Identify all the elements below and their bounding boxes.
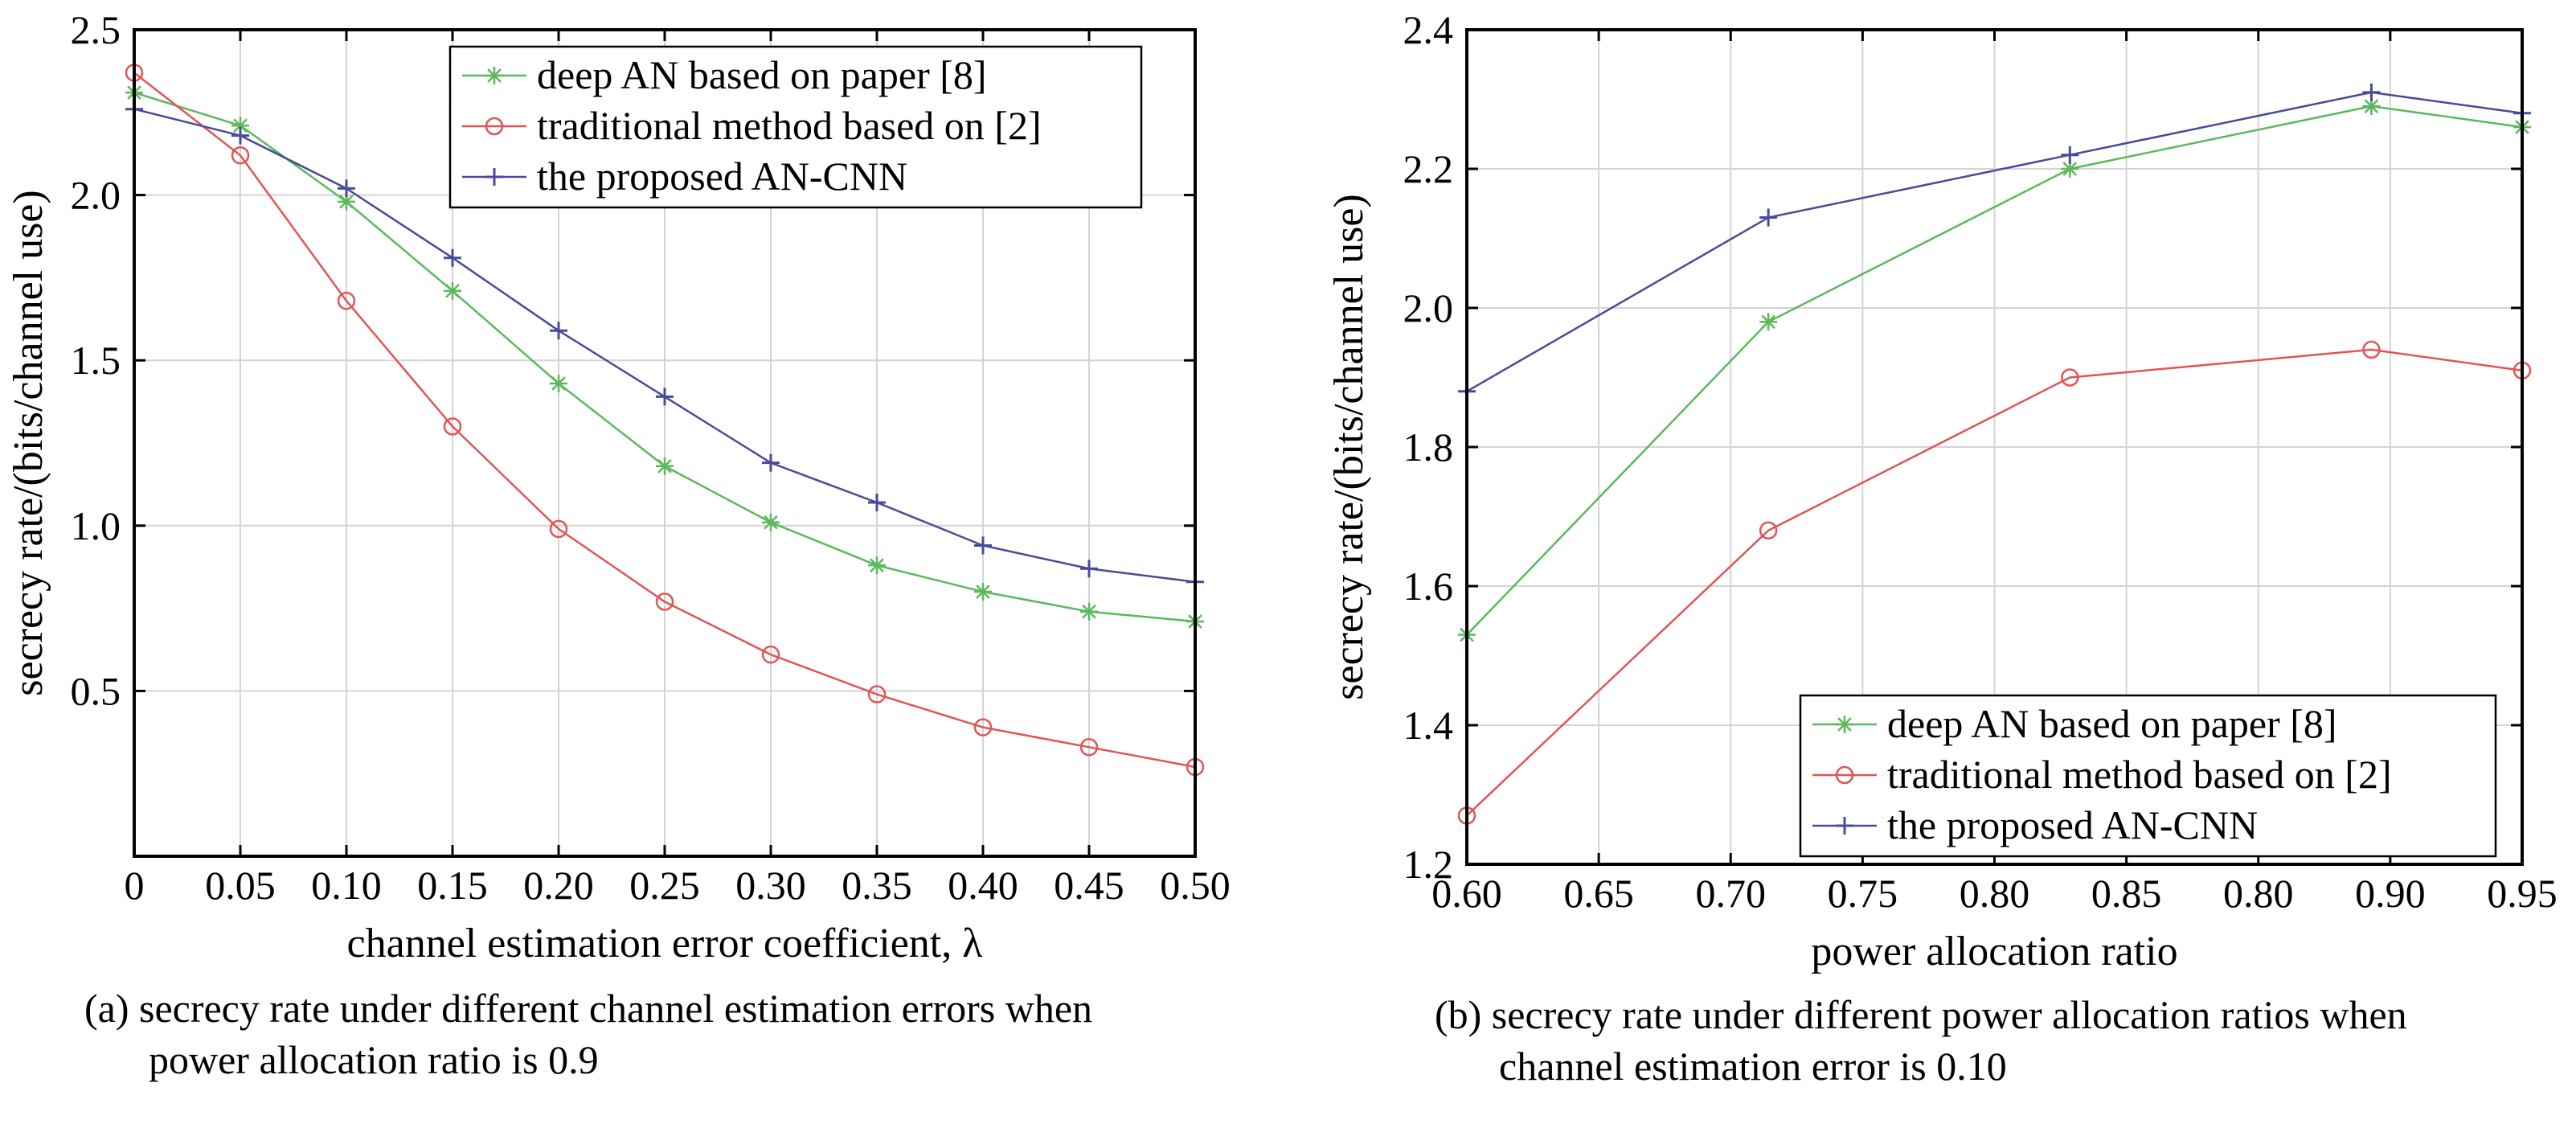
x-tick-label: 0.85: [2091, 871, 2162, 916]
legend-box: [448, 45, 1143, 209]
x-tick-label: 0.35: [842, 863, 912, 908]
legend-marker: [1836, 716, 1853, 733]
series-line-2: [133, 72, 1196, 769]
y-tick-label: 1.4: [1403, 703, 1454, 748]
data-point: [231, 126, 249, 145]
data-point: [868, 556, 886, 575]
data-point: [867, 685, 887, 703]
caption-b-line1: (b) secrecy rate under different power a…: [1435, 992, 2407, 1037]
data-point: [231, 117, 249, 135]
data-point: [444, 248, 461, 267]
x-tick-label: 0.10: [311, 863, 382, 908]
y-tick-label: 1.5: [71, 338, 121, 383]
y-tick-label: 0.5: [71, 668, 121, 713]
data-point: [1759, 313, 1778, 331]
x-tick-label: 0: [125, 863, 145, 908]
x-tick-label: 0.20: [523, 863, 594, 908]
data-point: [655, 593, 674, 611]
x-tick-label: 0.15: [417, 863, 488, 908]
y-tick-label: 1.0: [71, 503, 121, 548]
data-point: [974, 583, 992, 601]
data-point: [2061, 146, 2079, 164]
data-point: [549, 519, 568, 539]
data-point: [761, 645, 780, 664]
data-point: [1080, 560, 1098, 578]
data-point: [973, 718, 993, 736]
data-point: [1759, 521, 1778, 540]
legend-entry: the proposed AN-CNN: [1887, 802, 2258, 847]
data-point: [762, 513, 780, 531]
data-point: [868, 494, 886, 512]
x-tick-label: 0.80: [2223, 871, 2294, 916]
y-tick-label: 1.2: [1403, 842, 1454, 887]
y-tick-label: 1.6: [1403, 564, 1454, 609]
data-point: [550, 322, 567, 340]
data-point: [338, 192, 355, 211]
caption-a: (a) secrecy rate under different channel…: [84, 982, 1092, 1085]
data-point: [656, 457, 674, 475]
data-point: [231, 146, 250, 165]
data-point: [656, 388, 674, 406]
data-point: [762, 453, 780, 472]
series-line-2: [1466, 348, 2523, 817]
x-axis-label: power allocation ratio: [1811, 929, 2177, 974]
data-point: [2061, 368, 2079, 387]
x-tick-label: 0.45: [1054, 863, 1124, 908]
data-point: [443, 417, 462, 436]
legend-marker: [485, 67, 503, 84]
legend-marker: [1836, 817, 1853, 835]
chart-a: 0 0.05 0.10 0.15 0.20 0.25 0.30 0.35 0.40 0.45 0.5…: [6, 7, 1231, 966]
x-tick-label: 0.70: [1696, 871, 1767, 916]
legend-marker: [485, 168, 503, 186]
x-tick-label: 0.60: [1431, 871, 1502, 916]
y-tick-label: 2.4: [1403, 7, 1454, 52]
chart-b: 0.60 0.65 0.70 0.75 0.80 0.85 0.80 0.90 0.95 1.2 1…: [1326, 7, 2558, 974]
caption-b: (b) secrecy rate under different power a…: [1435, 989, 2407, 1092]
x-tick-label: 0.65: [1563, 871, 1634, 916]
y-tick-label: 2.0: [1403, 285, 1454, 330]
legend-marker: [1835, 765, 1854, 785]
caption-b-line2: channel estimation error is 0.10: [1499, 1044, 2007, 1089]
legend-entry: deep AN based on paper [8]: [1887, 701, 2337, 746]
plot-frame: [1465, 28, 2524, 866]
x-tick-label: 0.30: [735, 863, 806, 908]
x-tick-label: 0.95: [2487, 871, 2558, 916]
y-tick-label: 1.8: [1403, 425, 1454, 470]
y-tick-label: 2.2: [1403, 146, 1454, 191]
data-point: [2362, 340, 2381, 359]
data-point: [2061, 160, 2079, 178]
y-axis-label: secrecy rate/(bits/channel use): [6, 190, 51, 695]
x-tick-label: 0.05: [205, 863, 276, 908]
caption-a-line1: (a) secrecy rate under different channel…: [84, 986, 1093, 1031]
legend-entry: traditional method based on [2]: [537, 103, 1042, 148]
x-tick-label: 0.80: [1960, 871, 2030, 916]
legend-marker: [485, 117, 504, 136]
data-point: [2362, 83, 2381, 101]
caption-a-line2: power allocation ratio is 0.9: [149, 1037, 599, 1082]
data-point: [974, 536, 992, 555]
y-tick-label: 2.5: [71, 7, 121, 52]
x-tick-label: 0.75: [1828, 871, 1898, 916]
data-point: [337, 291, 356, 310]
legend-entry: traditional method based on [2]: [1887, 752, 2392, 797]
data-point: [1759, 208, 1778, 227]
legend-box: [1799, 694, 2497, 858]
data-point: [1079, 738, 1099, 757]
x-axis-label: channel estimation error coefficient, λ: [347, 921, 983, 966]
y-tick-label: 2.0: [71, 173, 121, 218]
plot-frame: [133, 28, 1197, 858]
legend-entry: the proposed AN-CNN: [537, 154, 907, 199]
x-tick-label: 0.50: [1160, 863, 1231, 908]
data-point: [2362, 97, 2381, 116]
data-point: [444, 281, 461, 300]
x-tick-label: 0.25: [629, 863, 700, 908]
data-point: [1080, 602, 1098, 621]
data-point: [338, 179, 355, 198]
legend-entry: deep AN based on paper [8]: [537, 52, 987, 97]
data-point: [550, 374, 567, 392]
x-tick-label: 0.40: [948, 863, 1018, 908]
y-axis-label: secrecy rate/(bits/channel use): [1326, 194, 1372, 699]
x-tick-label: 0.90: [2355, 871, 2426, 916]
